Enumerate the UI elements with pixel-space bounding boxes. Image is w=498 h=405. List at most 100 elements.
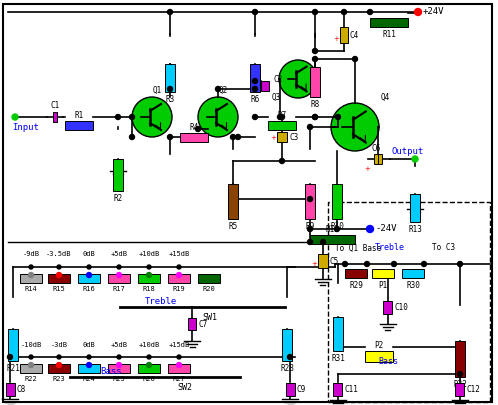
Bar	[48, 364, 70, 373]
Circle shape	[279, 159, 284, 164]
Bar	[370, 19, 408, 28]
Circle shape	[129, 135, 134, 140]
Circle shape	[335, 227, 340, 232]
Text: +: +	[333, 36, 339, 42]
Bar	[378, 155, 382, 164]
Text: +10dB: +10dB	[138, 341, 160, 347]
Bar	[20, 274, 42, 283]
Bar	[285, 383, 294, 396]
Bar	[65, 122, 93, 131]
Text: -10dB: -10dB	[20, 341, 42, 347]
Circle shape	[342, 11, 347, 15]
Text: C7: C7	[198, 320, 207, 329]
Text: +: +	[364, 166, 370, 172]
Circle shape	[7, 355, 12, 360]
Text: R19: R19	[173, 285, 185, 291]
Bar	[168, 274, 190, 283]
Circle shape	[252, 115, 257, 120]
Bar	[268, 122, 296, 131]
Text: Q1: Q1	[152, 86, 162, 95]
Circle shape	[307, 240, 313, 245]
Bar	[168, 364, 190, 373]
Text: -3dB: -3dB	[50, 341, 68, 347]
Bar	[333, 317, 343, 351]
Circle shape	[313, 11, 318, 15]
Circle shape	[321, 240, 326, 245]
Circle shape	[56, 362, 61, 368]
Text: To Q1 Base: To Q1 Base	[335, 243, 381, 252]
Text: +24V: +24V	[423, 6, 445, 15]
Text: Q3: Q3	[271, 93, 281, 102]
Circle shape	[147, 265, 151, 269]
Bar	[138, 274, 160, 283]
Bar	[165, 65, 175, 93]
Circle shape	[236, 135, 241, 140]
Text: -24V: -24V	[375, 224, 396, 233]
Circle shape	[279, 115, 284, 120]
Circle shape	[414, 9, 421, 17]
Circle shape	[313, 58, 318, 62]
Circle shape	[129, 115, 134, 120]
Text: R30: R30	[406, 280, 420, 289]
Text: R2: R2	[114, 194, 123, 202]
Circle shape	[277, 115, 282, 120]
Text: R27: R27	[173, 375, 185, 381]
Text: R1: R1	[74, 111, 84, 120]
Circle shape	[147, 355, 151, 359]
Circle shape	[29, 355, 33, 359]
Text: Q2: Q2	[219, 86, 228, 95]
Circle shape	[57, 355, 61, 359]
Circle shape	[28, 273, 33, 278]
Text: R24: R24	[83, 375, 96, 381]
Circle shape	[353, 58, 358, 62]
Bar	[402, 269, 424, 278]
Circle shape	[313, 115, 318, 120]
Circle shape	[458, 371, 463, 377]
Text: C10: C10	[394, 303, 408, 312]
Bar	[383, 301, 392, 314]
Text: C2: C2	[274, 75, 283, 84]
Bar	[334, 383, 343, 396]
Text: R17: R17	[113, 285, 125, 291]
Text: C1: C1	[50, 101, 60, 110]
Bar	[374, 155, 378, 164]
Bar	[228, 185, 238, 220]
Circle shape	[167, 87, 172, 92]
Circle shape	[56, 273, 61, 278]
Text: C9: C9	[296, 385, 306, 394]
Circle shape	[167, 135, 172, 140]
Circle shape	[117, 273, 122, 278]
Circle shape	[287, 355, 292, 360]
Text: C4: C4	[350, 32, 359, 40]
Bar	[8, 329, 18, 361]
Text: SW1: SW1	[203, 312, 218, 321]
Bar	[282, 329, 292, 361]
Bar	[310, 68, 320, 98]
Circle shape	[177, 265, 181, 269]
Text: R6: R6	[250, 95, 259, 104]
Bar	[53, 113, 57, 123]
Bar	[78, 364, 100, 373]
Bar	[108, 364, 130, 373]
Bar	[332, 185, 342, 220]
Circle shape	[231, 135, 236, 140]
Circle shape	[307, 197, 313, 202]
Circle shape	[117, 355, 121, 359]
Text: R22: R22	[24, 375, 37, 381]
Text: R7: R7	[277, 111, 287, 120]
Circle shape	[252, 11, 257, 15]
Text: Treble: Treble	[145, 297, 177, 306]
Bar	[261, 82, 269, 92]
Circle shape	[29, 265, 33, 269]
Circle shape	[368, 11, 373, 15]
Text: +15dB: +15dB	[168, 250, 190, 256]
Text: +15dB: +15dB	[168, 341, 190, 347]
Text: C8: C8	[16, 385, 26, 394]
Text: Q4: Q4	[381, 93, 390, 102]
Bar	[328, 202, 490, 402]
Text: R11: R11	[382, 30, 396, 39]
Bar	[180, 134, 208, 143]
Circle shape	[132, 98, 172, 138]
Bar	[310, 235, 355, 244]
Text: -9dB: -9dB	[22, 250, 39, 256]
